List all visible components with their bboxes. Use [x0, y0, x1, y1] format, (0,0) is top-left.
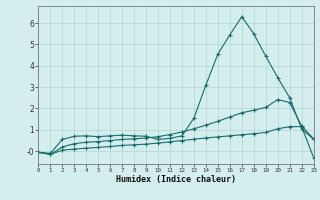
- X-axis label: Humidex (Indice chaleur): Humidex (Indice chaleur): [116, 175, 236, 184]
